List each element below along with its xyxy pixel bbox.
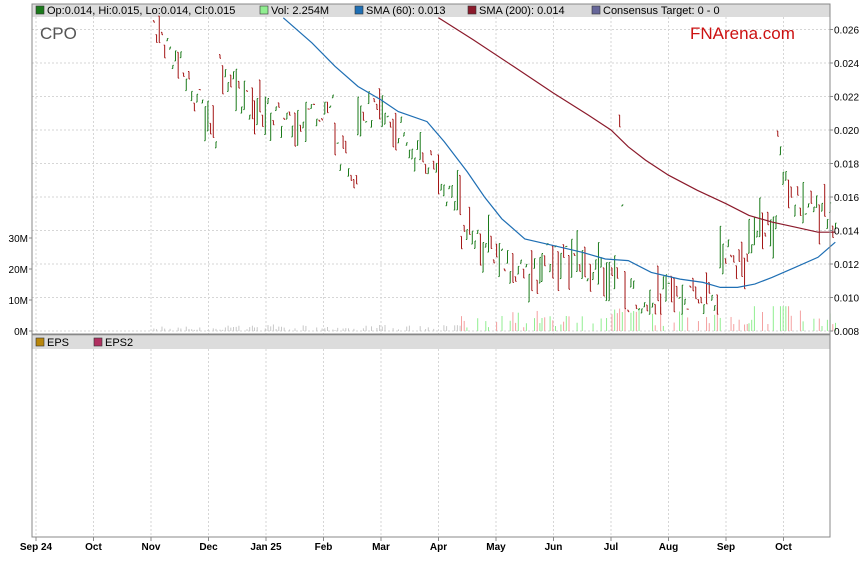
- lower-panel-border: [31, 334, 831, 538]
- price-panel-border: [31, 3, 831, 335]
- pink-square-icon: [93, 337, 103, 347]
- date-axis-ticks: Sep 24 Oct Nov Dec Jan 25 Feb Mar Apr May Jun Jul A…: [20, 537, 793, 553]
- legend-label: SMA (60): 0.013: [366, 5, 446, 17]
- volume-tick-label: 20M: [9, 265, 28, 276]
- lower-panel-background: [32, 335, 830, 537]
- gold-square-icon: [35, 337, 45, 347]
- slate-square-icon: [591, 5, 601, 15]
- lower-legend-label: EPS2: [105, 337, 133, 349]
- date-tick-label: Nov: [142, 542, 161, 553]
- lightgreen-square-icon: [259, 5, 269, 15]
- volume-tick-label: 30M: [9, 234, 28, 245]
- legend-label: Vol: 2.254M: [271, 5, 329, 17]
- sma60-line: [282, 17, 836, 288]
- volume-tick-label: 10M: [9, 296, 28, 307]
- date-tick-label: Jul: [604, 542, 619, 553]
- date-tick-label: Feb: [315, 542, 333, 553]
- legend-label: Op:0.014, Hi:0.015, Lo:0.014, Cl:0.015: [47, 5, 235, 17]
- price-tick-label: 0.008: [834, 327, 859, 338]
- price-tick-label: 0.020: [834, 126, 859, 137]
- date-tick-label: Sep 24: [20, 542, 53, 553]
- price-bars: [152, 15, 837, 315]
- date-tick-label: Mar: [372, 542, 390, 553]
- brand-logo-text: FNArena.com: [690, 24, 795, 43]
- legend-label: SMA (200): 0.014: [479, 5, 565, 17]
- price-tick-label: 0.018: [834, 160, 859, 171]
- volume-tick-label: 0M: [14, 327, 28, 338]
- ticker-label: CPO: [40, 24, 77, 43]
- date-tick-label: Oct: [85, 542, 102, 553]
- lower-legend: EPS EPS2: [35, 337, 133, 349]
- price-tick-label: 0.014: [834, 227, 859, 238]
- date-tick-label: Jan 25: [250, 542, 282, 553]
- date-tick-label: Apr: [430, 542, 447, 553]
- lower-legend-label: EPS: [47, 337, 69, 349]
- maroon-square-icon: [467, 5, 477, 15]
- date-tick-label: May: [486, 542, 506, 553]
- legend-bar: [32, 4, 830, 17]
- volume-axis-ticks: 30M 20M 10M 0M: [9, 234, 32, 338]
- date-tick-label: Aug: [659, 542, 678, 553]
- price-panel-background: [32, 4, 830, 334]
- sma200-line: [438, 17, 836, 233]
- price-tick-label: 0.022: [834, 93, 859, 104]
- header-legend: Op:0.014, Hi:0.015, Lo:0.014, Cl:0.015 Vo…: [35, 5, 720, 17]
- price-axis-ticks: 0.026 0.024 0.022 0.020 0.018 0.016 0.014 0.012…: [830, 26, 859, 338]
- price-tick-label: 0.026: [834, 26, 859, 37]
- price-tick-label: 0.012: [834, 260, 859, 271]
- date-tick-label: Jun: [545, 542, 563, 553]
- date-tick-label: Oct: [775, 542, 792, 553]
- price-tick-label: 0.016: [834, 193, 859, 204]
- blue-square-icon: [354, 5, 364, 15]
- lower-legend-bar: [32, 336, 830, 349]
- volume-bars: [153, 306, 836, 331]
- green-square-icon: [35, 5, 45, 15]
- legend-label: Consensus Target: 0 - 0: [603, 5, 720, 17]
- date-tick-label: Dec: [199, 542, 218, 553]
- date-tick-label: Sep: [717, 542, 735, 553]
- price-tick-label: 0.024: [834, 59, 859, 70]
- price-tick-label: 0.010: [834, 294, 859, 305]
- grid: [32, 17, 830, 537]
